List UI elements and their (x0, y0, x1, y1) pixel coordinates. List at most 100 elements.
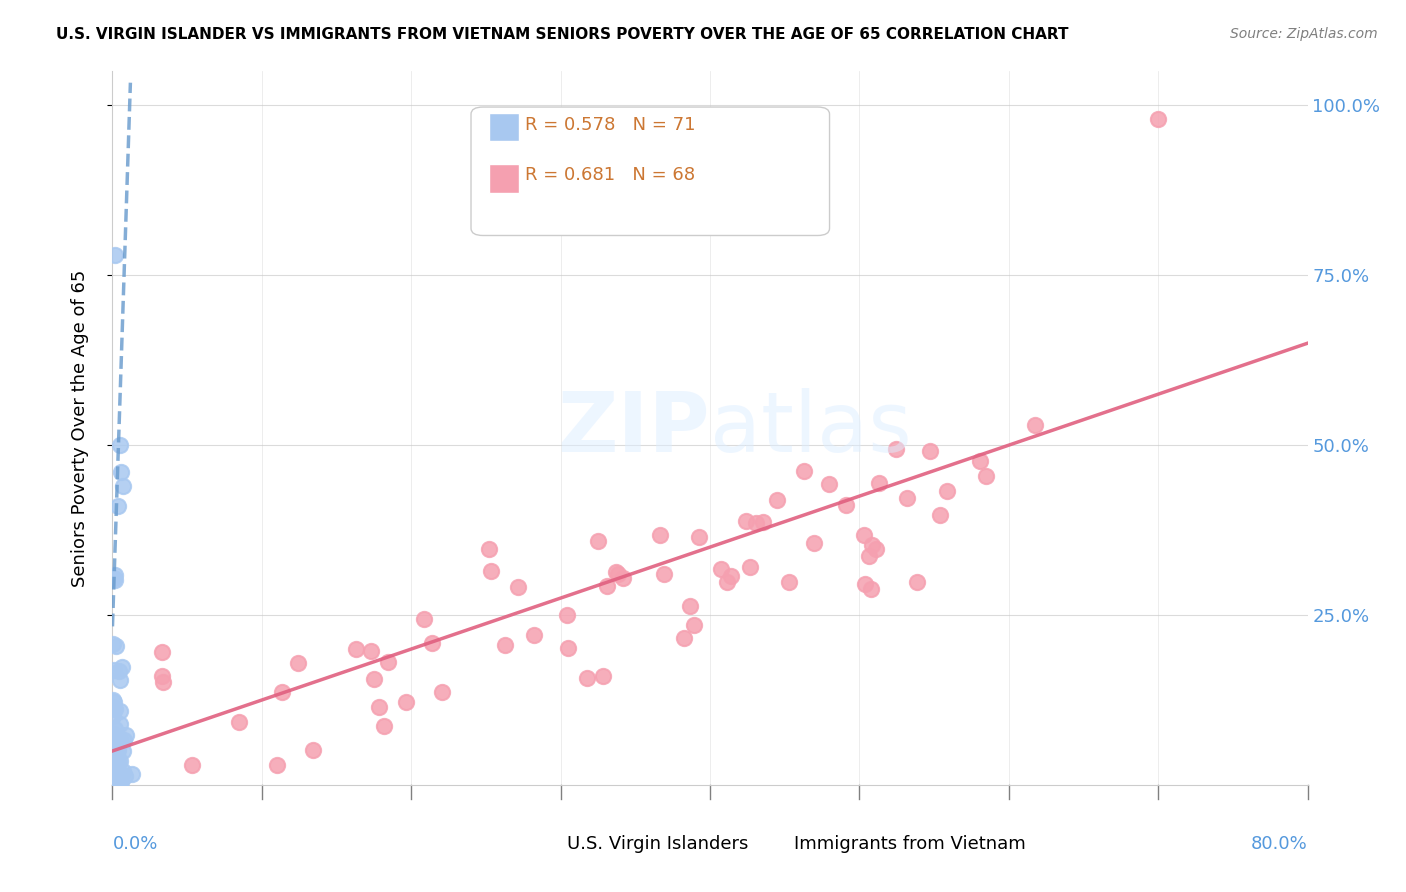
Point (896, 491, 918, 506)
Point (110, 466, 132, 480)
Point (101, 772, 124, 786)
Point (103, 743, 125, 757)
Point (104, 759, 127, 773)
Text: atlas: atlas (710, 388, 911, 468)
Point (103, 748, 125, 763)
Point (108, 731, 131, 746)
Point (905, 574, 928, 589)
Point (1024, 417, 1046, 432)
Point (103, 663, 125, 677)
Point (105, 758, 128, 772)
Point (508, 580, 530, 594)
Point (523, 628, 546, 642)
Point (929, 508, 952, 523)
Text: Source: ZipAtlas.com: Source: ZipAtlas.com (1230, 27, 1378, 41)
Point (818, 477, 841, 491)
Point (860, 538, 883, 552)
Point (104, 774, 127, 789)
Point (108, 717, 131, 731)
Point (592, 669, 614, 683)
Point (121, 767, 143, 781)
Point (420, 636, 443, 650)
Point (650, 528, 672, 542)
Point (287, 656, 309, 670)
Point (107, 739, 129, 753)
Point (104, 740, 127, 755)
Point (834, 498, 856, 512)
Text: ZIP: ZIP (558, 388, 710, 468)
Point (111, 660, 134, 674)
Point (107, 500, 129, 514)
Point (105, 731, 128, 745)
Point (110, 755, 132, 769)
Point (103, 777, 125, 791)
Point (368, 700, 391, 714)
Point (104, 573, 127, 587)
Point (679, 599, 702, 613)
Point (103, 568, 125, 582)
Point (852, 528, 875, 542)
Point (110, 775, 132, 789)
Point (103, 699, 125, 714)
Text: Immigrants from Vietnam: Immigrants from Vietnam (793, 835, 1025, 853)
Point (605, 566, 627, 580)
Point (152, 674, 174, 689)
Point (101, 709, 124, 723)
Point (101, 733, 124, 747)
Point (607, 566, 630, 581)
Point (413, 612, 436, 626)
Point (105, 639, 128, 653)
Point (103, 733, 125, 747)
Point (101, 774, 124, 789)
Point (860, 582, 883, 596)
FancyBboxPatch shape (489, 164, 519, 193)
Text: 80.0%: 80.0% (1251, 835, 1308, 853)
Point (103, 695, 125, 709)
Point (101, 637, 124, 651)
Point (271, 684, 294, 698)
FancyBboxPatch shape (471, 107, 830, 235)
Point (479, 564, 502, 578)
Point (853, 577, 876, 591)
Point (266, 757, 288, 772)
Point (107, 763, 129, 777)
Point (104, 758, 127, 772)
Point (745, 516, 768, 531)
Point (180, 757, 202, 772)
Point (751, 515, 773, 529)
Point (103, 753, 125, 767)
Point (105, 738, 128, 752)
Point (301, 742, 323, 756)
Point (104, 728, 127, 742)
Point (734, 514, 756, 528)
Point (112, 732, 135, 747)
Point (688, 530, 710, 544)
Point (101, 692, 124, 706)
Point (494, 639, 516, 653)
Point (103, 756, 125, 770)
Point (373, 718, 395, 732)
Point (103, 764, 125, 779)
Point (103, 730, 125, 744)
Point (595, 579, 617, 593)
Text: R = 0.681   N = 68: R = 0.681 N = 68 (524, 166, 695, 184)
Point (105, 758, 128, 772)
Point (918, 443, 941, 458)
Point (110, 775, 132, 789)
Point (884, 442, 907, 457)
Point (654, 567, 676, 582)
Point (108, 664, 131, 678)
Point (344, 642, 367, 657)
Point (104, 752, 127, 766)
Point (107, 772, 129, 786)
Point (803, 536, 825, 550)
Point (107, 743, 129, 757)
Point (152, 645, 174, 659)
Point (105, 747, 128, 761)
Y-axis label: Seniors Poverty Over the Age of 65: Seniors Poverty Over the Age of 65 (70, 269, 89, 587)
Point (974, 468, 997, 483)
Point (115, 728, 138, 742)
Point (868, 475, 890, 490)
Point (430, 685, 453, 699)
Point (716, 575, 738, 590)
